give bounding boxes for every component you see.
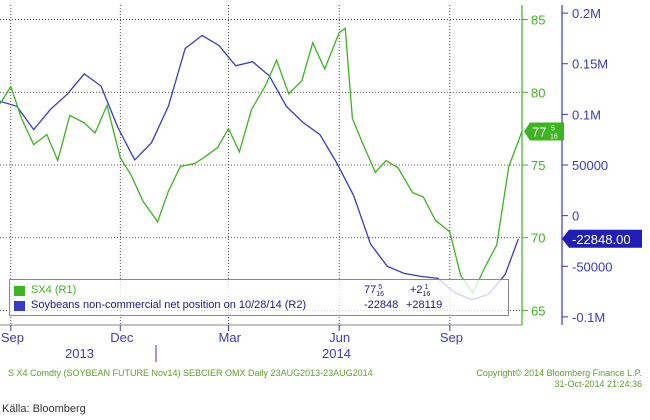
legend-value-sx4-whole: 77 — [364, 284, 377, 296]
series-line-soybeans-net-position — [0, 34, 520, 301]
legend-value-sx4-num: 5 — [378, 284, 383, 291]
right-tick-label: 0 — [572, 209, 579, 224]
year-tick-label: 2013 — [65, 346, 94, 361]
legend-value-sx4-frac: 5 16 — [376, 284, 384, 298]
legend-value-sx4: 77 5 16 — [364, 284, 384, 298]
month-tick-label: Sep — [1, 330, 24, 345]
legend-swatch-sx4 — [14, 286, 25, 296]
month-ticks: Sep Dec Mar Jun Sep — [1, 325, 463, 345]
legend-change-sx4: +2 1 16 — [410, 284, 430, 298]
right-tick-label: 0.2M — [572, 6, 601, 21]
month-tick-label: Dec — [110, 330, 134, 345]
legend-label-soybeans: Soybeans non-commercial net position on … — [31, 299, 307, 311]
last-value-labels: 77 516 -22848.00 — [524, 122, 642, 248]
month-tick-label: Jun — [329, 330, 350, 345]
right-tick-label: 0.15M — [572, 57, 608, 72]
last-value-num-sx4: 5 — [551, 126, 555, 133]
last-value-text-soybeans: -22848.00 — [572, 232, 631, 247]
legend-swatch-soybeans — [14, 301, 25, 311]
left-tick-label: 75 — [531, 158, 545, 173]
footer-copyright: Copyright© 2014 Bloomberg Finance L.P. — [476, 368, 642, 378]
last-value-badge-soybeans — [562, 229, 642, 248]
grid — [0, 5, 563, 326]
last-value-text-sx4: 77 — [532, 125, 546, 140]
series-line-sx4 — [0, 27, 523, 295]
right-tick-label: -50000 — [572, 259, 612, 274]
month-tick-label: Mar — [219, 330, 242, 345]
right-axis: -0.1M -50000 0 50000 0.1M 0.15M 0.2M — [562, 6, 612, 325]
legend-change-soybeans: +28119 — [406, 299, 443, 311]
left-tick-label: 65 — [531, 303, 545, 318]
left-tick-label: 85 — [531, 13, 545, 28]
legend-change-sx4-whole: +2 — [410, 284, 423, 296]
last-value-den-sx4: 16 — [550, 134, 558, 141]
right-tick-label: -0.1M — [572, 310, 605, 325]
footer-timestamp: 31-Oct-2014 21:24:36 — [554, 379, 642, 389]
left-tick-label: 80 — [531, 85, 545, 100]
last-value-badge-sx4 — [524, 122, 564, 141]
source-note: Källa: Bloomberg — [2, 403, 86, 415]
left-tick-label: 70 — [531, 231, 545, 246]
legend-change-sx4-den: 16 — [422, 291, 431, 298]
legend-value-sx4-den: 16 — [376, 291, 385, 298]
year-ticks: 2013 2014 — [65, 345, 351, 362]
legend-label-sx4: SX4 (R1) — [31, 284, 77, 296]
right-tick-label: 50000 — [572, 158, 608, 173]
legend-value-soybeans: -22848 — [364, 299, 399, 311]
legend: SX4 (R1) 77 5 16 +2 1 16 Soybeans non-commer… — [9, 279, 509, 316]
legend-change-sx4-num: 1 — [424, 284, 429, 291]
year-tick-label: 2014 — [322, 346, 351, 361]
month-tick-label: Sep — [440, 330, 463, 345]
left-axis: 65 70 75 80 85 — [522, 13, 545, 318]
footer-left: S X4 Comdty (SOYBEAN FUTURE Nov14) SEBCI… — [8, 368, 373, 378]
legend-change-sx4-frac: 1 16 — [423, 284, 431, 298]
right-tick-label: 0.1M — [572, 107, 601, 122]
